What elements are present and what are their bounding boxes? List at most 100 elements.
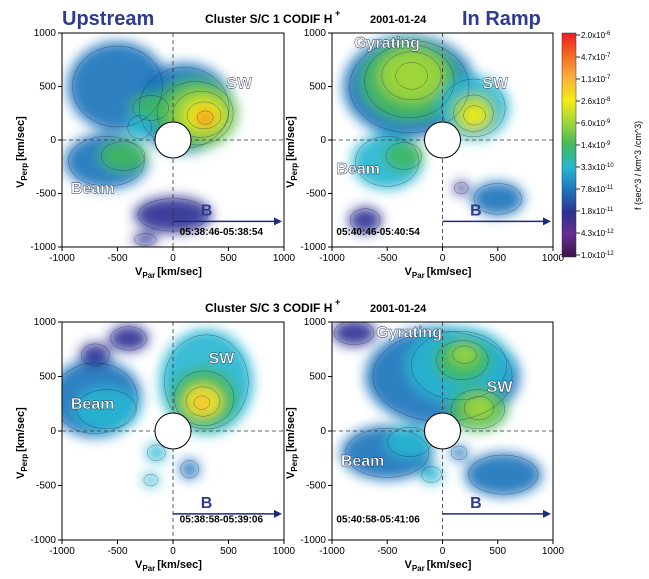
density-blob	[383, 141, 424, 172]
contour-line	[81, 343, 110, 366]
contour-line	[454, 182, 469, 195]
density-blob	[98, 140, 148, 173]
b-field-label: B	[470, 495, 482, 512]
y-tick-label: 500	[309, 82, 326, 93]
contour-line	[132, 95, 170, 121]
contour-line	[173, 370, 235, 427]
feature-label-beam: Beam	[341, 453, 385, 470]
colorbar-tick-label: 1.0x10-12	[581, 251, 614, 260]
contour-line	[143, 473, 159, 487]
feature-label-sw: SW	[226, 76, 253, 93]
contour-line	[468, 454, 539, 495]
low-energy-cutoff-circle	[424, 121, 461, 159]
x-tick-label: 1000	[273, 253, 296, 264]
x-tick-label: 1000	[542, 253, 565, 264]
contour-line	[364, 44, 455, 118]
bottom-title-sup: +	[335, 297, 340, 307]
ramp-label: In Ramp	[462, 8, 541, 30]
colorbar-tick-label: 1.1x10-7	[581, 75, 611, 84]
colorbar-tick-label: 1.4x10-9	[581, 141, 611, 150]
density-blob	[196, 110, 215, 126]
y-tick-label: 1000	[34, 28, 57, 39]
feature-label-sw: SW	[482, 76, 509, 93]
x-tick-label: 0	[440, 253, 446, 264]
y-tick-label: 1000	[304, 317, 327, 328]
contour-line	[450, 445, 468, 460]
x-tick-label: -1000	[319, 253, 345, 264]
time-range: 05:40:46-05:40:54	[336, 227, 420, 238]
y-tick-label: 0	[320, 135, 326, 146]
x-tick-label: -500	[377, 253, 397, 264]
density-blob	[462, 395, 496, 422]
density-blob	[451, 344, 478, 365]
feature-label-gyrating: Gyrating	[354, 35, 420, 52]
time-range: 05:38:58-05:39:06	[180, 515, 264, 526]
feature-label-beam: Beam	[71, 396, 115, 413]
x-tick-label: 0	[170, 253, 176, 264]
contour-line	[164, 334, 249, 430]
y-tick-label: 1000	[304, 28, 327, 39]
feature-label-sw: SW	[487, 379, 514, 396]
colorbar-tick-label: 4.3x10-12	[581, 229, 614, 238]
density-blob	[133, 233, 158, 246]
y-axis-label: VPerp[km/sec]	[285, 116, 299, 188]
y-tick-label: 1000	[34, 317, 57, 328]
contour-line	[345, 428, 430, 478]
x-tick-label: 1000	[273, 546, 296, 557]
contour-line	[355, 136, 420, 187]
density-blob	[420, 465, 443, 484]
contour-line	[110, 326, 147, 351]
density-blob	[192, 395, 211, 411]
b-field-arrowhead	[274, 509, 282, 518]
b-field-arrowhead	[543, 509, 551, 518]
density-blob	[179, 459, 200, 479]
colorbar-gradient	[561, 32, 577, 258]
panel-1: B 05:38:46-05:38:54 SW Beam -1000 -500 0 500 100…	[15, 28, 296, 280]
x-tick-label: 500	[489, 546, 506, 557]
low-energy-cutoff-circle	[154, 412, 192, 450]
x-tick-label: 500	[220, 546, 237, 557]
y-axis-label: VPerp[km/sec]	[15, 407, 29, 479]
contour-line	[463, 396, 495, 421]
colorbar-tick-label: 1.8x10-11	[581, 207, 614, 216]
contour-line	[381, 51, 442, 101]
contour-line	[452, 345, 477, 364]
density-blob	[471, 181, 525, 216]
y-axis-label: VPerp[km/sec]	[15, 116, 29, 188]
colorbar-tick-label: 4.7x10-7	[581, 53, 611, 62]
contour-line	[453, 94, 494, 132]
density-blob	[464, 452, 542, 497]
y-tick-label: 500	[39, 372, 56, 383]
density-blob	[73, 387, 140, 432]
top-title: Cluster S/C 1 CODIF H + 2001-01-24	[205, 8, 427, 26]
bottom-title-text: Cluster S/C 3 CODIF H	[205, 301, 332, 315]
contour-line	[76, 389, 137, 430]
feature-label-sw: SW	[209, 350, 236, 367]
panel-3: B 05:38:58-05:39:06 SW Beam -1000 -500 0 500 100…	[15, 317, 296, 573]
y-tick-label: 0	[50, 135, 56, 146]
y-tick-label: 500	[309, 372, 326, 383]
x-tick-label: -1000	[49, 546, 75, 557]
x-tick-label: -500	[107, 546, 127, 557]
feature-label-beam: Beam	[71, 181, 115, 198]
x-axis-label: VPar [km/sec]	[135, 559, 202, 573]
top-title-text: Cluster S/C 1 CODIF H	[205, 12, 332, 26]
x-tick-label: 0	[440, 546, 446, 557]
x-tick-label: -1000	[49, 253, 75, 264]
x-tick-label: -500	[377, 546, 397, 557]
density-blob	[462, 104, 487, 127]
x-tick-label: 0	[170, 546, 176, 557]
y-tick-label: 0	[50, 426, 56, 437]
x-tick-label: 500	[489, 253, 506, 264]
colorbar-label: f (sec^3 / km^3 /cm^3)	[633, 121, 643, 210]
contour-line	[421, 466, 442, 483]
top-title-sup: +	[335, 8, 340, 18]
contour-line	[463, 105, 486, 126]
low-energy-cutoff-circle	[154, 121, 192, 159]
density-blob	[143, 473, 159, 487]
colorbar-tick-label: 3.3x10-10	[581, 163, 614, 172]
contour-line	[156, 81, 234, 146]
contour-line	[473, 183, 522, 215]
contour-line	[147, 444, 166, 461]
density-blob	[126, 114, 154, 140]
